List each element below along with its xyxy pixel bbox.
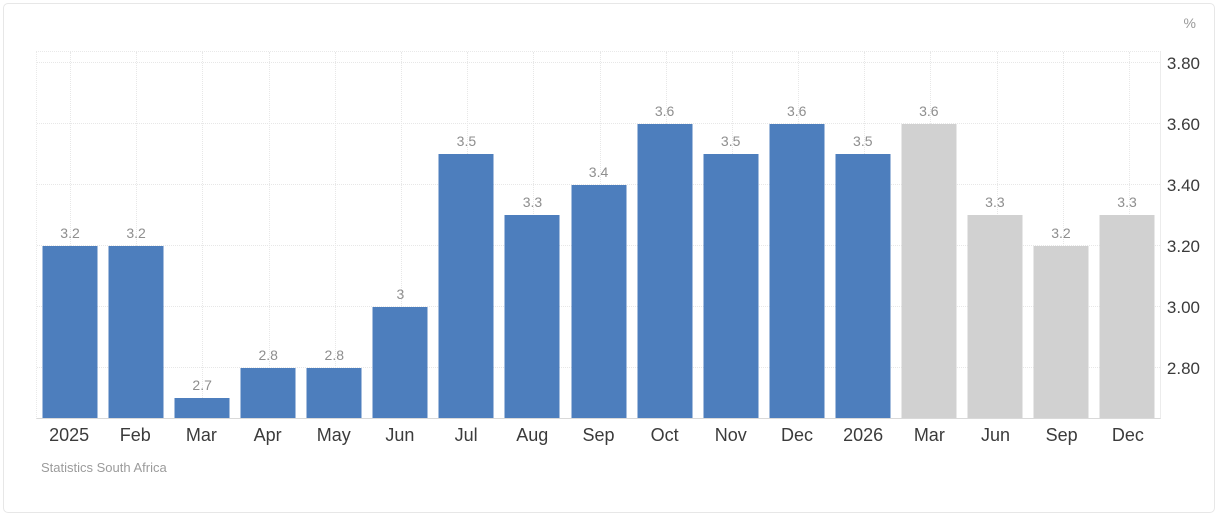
- bar-2025-actual: [42, 245, 98, 418]
- bar-value-label: 3.6: [919, 102, 939, 119]
- bar-value-label: 3.5: [456, 133, 477, 150]
- bar-value-label: 3.6: [786, 102, 807, 119]
- bar-aug-actual: [504, 215, 560, 418]
- bar-slot: 3.5: [433, 52, 499, 418]
- bar-value-label: 3: [396, 285, 405, 302]
- y-axis-tick-label: 3.60: [1166, 114, 1200, 134]
- bar-value-label: 3.2: [1051, 224, 1071, 241]
- x-axis-label-aug: Aug: [516, 425, 549, 445]
- h-gridline: [37, 183, 1160, 185]
- h-gridline: [37, 61, 1160, 63]
- bar-2026-actual: [835, 154, 891, 418]
- v-gridline: [334, 52, 336, 418]
- bar-oct-actual: [637, 123, 693, 418]
- bar-value-label: 2.8: [258, 346, 278, 363]
- bar-slot: 3.2: [37, 52, 103, 418]
- bar-may-actual: [306, 367, 362, 418]
- bar-mar-actual: [174, 398, 230, 418]
- x-axis-label-dec: Dec: [1111, 425, 1144, 445]
- bar-value-label: 3.2: [60, 224, 80, 241]
- bar-sep-forecast: [1033, 245, 1089, 418]
- bar-value-label: 3.5: [853, 133, 873, 150]
- y-axis-tick-label: 3.40: [1166, 175, 1200, 195]
- bar-value-label: 2.8: [324, 346, 345, 363]
- bar-slot: 3: [367, 52, 433, 418]
- bar-mar-forecast: [901, 123, 957, 418]
- v-gridline: [70, 52, 72, 418]
- bar-jun-forecast: [967, 215, 1023, 418]
- bar-slot: 3.5: [830, 52, 896, 418]
- bar-dec-forecast: [1099, 215, 1155, 418]
- bar-value-label: 3.3: [985, 194, 1005, 211]
- x-axis-label-may: May: [316, 425, 351, 445]
- v-gridline: [268, 52, 270, 418]
- x-axis-label-mar: Mar: [185, 425, 217, 445]
- bar-value-label: 2.7: [192, 377, 212, 394]
- v-gridline: [202, 52, 204, 418]
- bar-slot: 3.2: [103, 52, 169, 418]
- x-axis-label-sep: Sep: [1045, 425, 1078, 445]
- bar-value-label: 3.3: [522, 194, 543, 211]
- bar-slot: 2.8: [301, 52, 367, 418]
- bar-slot: 3.5: [698, 52, 764, 418]
- source-label: Statistics South Africa: [41, 460, 167, 475]
- bar-value-label: 3.5: [720, 133, 741, 150]
- y-axis-tick-label: 3.20: [1166, 236, 1200, 256]
- y-axis-tick-label: 2.80: [1166, 358, 1200, 378]
- bars-row: 3.2 3.2 2.7 2.8 2.8 3 3.5 3.3 3.4 3.6 3.5 3.6 3.5 3.6…: [37, 52, 1160, 418]
- bar-slot: 3.6: [896, 52, 962, 418]
- bar-slot: 3.6: [764, 52, 830, 418]
- y-axis-unit-label: %: [1183, 15, 1196, 31]
- bar-sep-actual: [571, 184, 627, 418]
- x-axis-label-apr: Apr: [253, 425, 282, 445]
- bar-slot: 3.6: [632, 52, 698, 418]
- bar-slot: 3.4: [566, 52, 632, 418]
- bar-apr-actual: [240, 367, 296, 418]
- bar-value-label: 3.4: [588, 163, 609, 180]
- bar-slot: 2.8: [235, 52, 301, 418]
- x-axis-label-2025: 2025: [49, 425, 90, 445]
- h-gridline: [37, 122, 1160, 124]
- x-axis-label-jul: Jul: [454, 425, 478, 445]
- x-axis-label-mar: Mar: [913, 425, 945, 445]
- x-axis-label-feb: Feb: [119, 425, 151, 445]
- bar-slot: 3.3: [962, 52, 1028, 418]
- bar-value-label: 3.3: [1117, 194, 1137, 211]
- bar-nov-actual: [703, 154, 759, 418]
- bar-jul-actual: [438, 154, 494, 418]
- x-axis-label-2026: 2026: [843, 425, 884, 445]
- bar-value-label: 3.6: [654, 102, 675, 119]
- chart-card: % 3.2 3.2 2.7 2.8 2.8 3 3.5 3.3 3.4 3.6 3.5 3.6 3.5 3…: [3, 3, 1215, 513]
- x-axis-label-jun: Jun: [385, 425, 415, 445]
- bar-dec-actual: [769, 123, 825, 418]
- x-axis-label-sep: Sep: [582, 425, 615, 445]
- x-axis: 2025 Feb Mar Apr May Jun Jul Aug Sep Oct Nov Dec 202…: [36, 422, 1161, 448]
- v-gridline: [400, 52, 402, 418]
- v-gridline: [136, 52, 138, 418]
- bar-slot: 3.2: [1028, 52, 1094, 418]
- bar-slot: 3.3: [499, 52, 565, 418]
- x-axis-label-dec: Dec: [780, 425, 813, 445]
- bar-feb-actual: [108, 245, 164, 418]
- bar-jun-actual: [372, 306, 428, 418]
- x-axis-label-oct: Oct: [650, 425, 679, 445]
- bar-value-label: 3.2: [126, 224, 146, 241]
- bar-slot: 2.7: [169, 52, 235, 418]
- y-axis-tick-label: 3.00: [1166, 297, 1200, 317]
- plot-area: 3.2 3.2 2.7 2.8 2.8 3 3.5 3.3 3.4 3.6 3.5 3.6 3.5 3.6…: [36, 51, 1161, 419]
- x-axis-label-jun: Jun: [980, 425, 1010, 445]
- v-gridline: [1062, 52, 1064, 418]
- y-axis-tick-label: 3.80: [1166, 53, 1200, 73]
- x-axis-label-nov: Nov: [714, 425, 747, 445]
- bar-slot: 3.3: [1094, 52, 1160, 418]
